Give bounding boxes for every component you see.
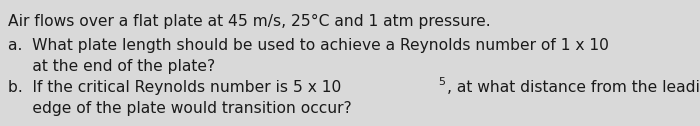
Text: b.  If the critical Reynolds number is 5 x 10: b. If the critical Reynolds number is 5 … <box>8 80 342 95</box>
Text: at the end of the plate?: at the end of the plate? <box>8 59 216 74</box>
Text: , at what distance from the leading: , at what distance from the leading <box>447 80 700 95</box>
Text: 5: 5 <box>438 77 445 87</box>
Text: edge of the plate would transition occur?: edge of the plate would transition occur… <box>8 101 351 116</box>
Text: Air flows over a flat plate at 45 m/s, 25°C and 1 atm pressure.: Air flows over a flat plate at 45 m/s, 2… <box>8 14 491 29</box>
Text: a.  What plate length should be used to achieve a Reynolds number of 1 x 10: a. What plate length should be used to a… <box>8 38 609 53</box>
Text: 5: 5 <box>438 77 445 87</box>
